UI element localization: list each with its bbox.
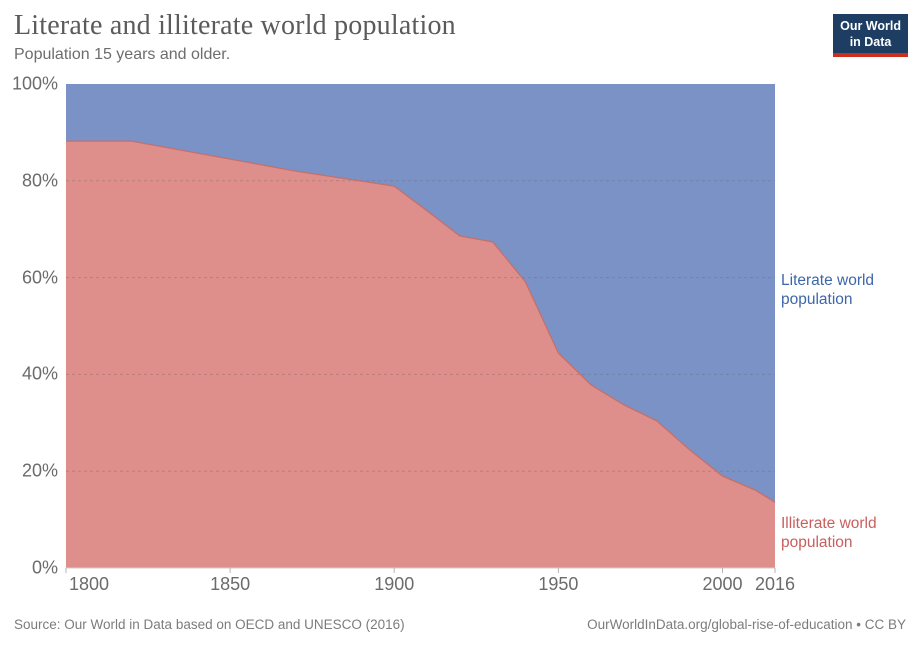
source-note: Source: Our World in Data based on OECD …: [14, 617, 405, 632]
page-title: Literate and illiterate world population: [14, 10, 456, 41]
y-tick-label: 0%: [31, 557, 58, 578]
owid-logo[interactable]: Our World in Data: [833, 14, 908, 57]
series-label-illiterate: Illiterate world population: [781, 515, 877, 551]
y-tick-label: 100%: [11, 73, 58, 94]
x-tick-label: 1950: [538, 574, 579, 594]
y-tick-label: 40%: [21, 363, 58, 384]
x-tick-label: 1850: [210, 574, 251, 594]
footer-link[interactable]: OurWorldInData.org/global-rise-of-educat…: [587, 617, 906, 632]
stacked-area-chart[interactable]: [65, 84, 776, 574]
chart-subtitle: Population 15 years and older.: [14, 46, 231, 63]
boundary-line: [66, 140, 776, 503]
footer: Source: Our World in Data based on OECD …: [14, 617, 906, 632]
illiterate-area: [66, 141, 775, 568]
y-tick-label: 60%: [21, 267, 58, 288]
x-tick-label: 1800: [69, 574, 110, 594]
x-tick-label: 1900: [374, 574, 415, 594]
x-tick-label: 2016: [754, 574, 796, 594]
y-tick-label: 80%: [21, 170, 58, 191]
series-label-literate: Literate world population: [781, 272, 875, 308]
y-tick-label: 20%: [21, 460, 58, 481]
x-tick-label: 2000: [702, 574, 743, 594]
literate-area: [66, 84, 775, 503]
